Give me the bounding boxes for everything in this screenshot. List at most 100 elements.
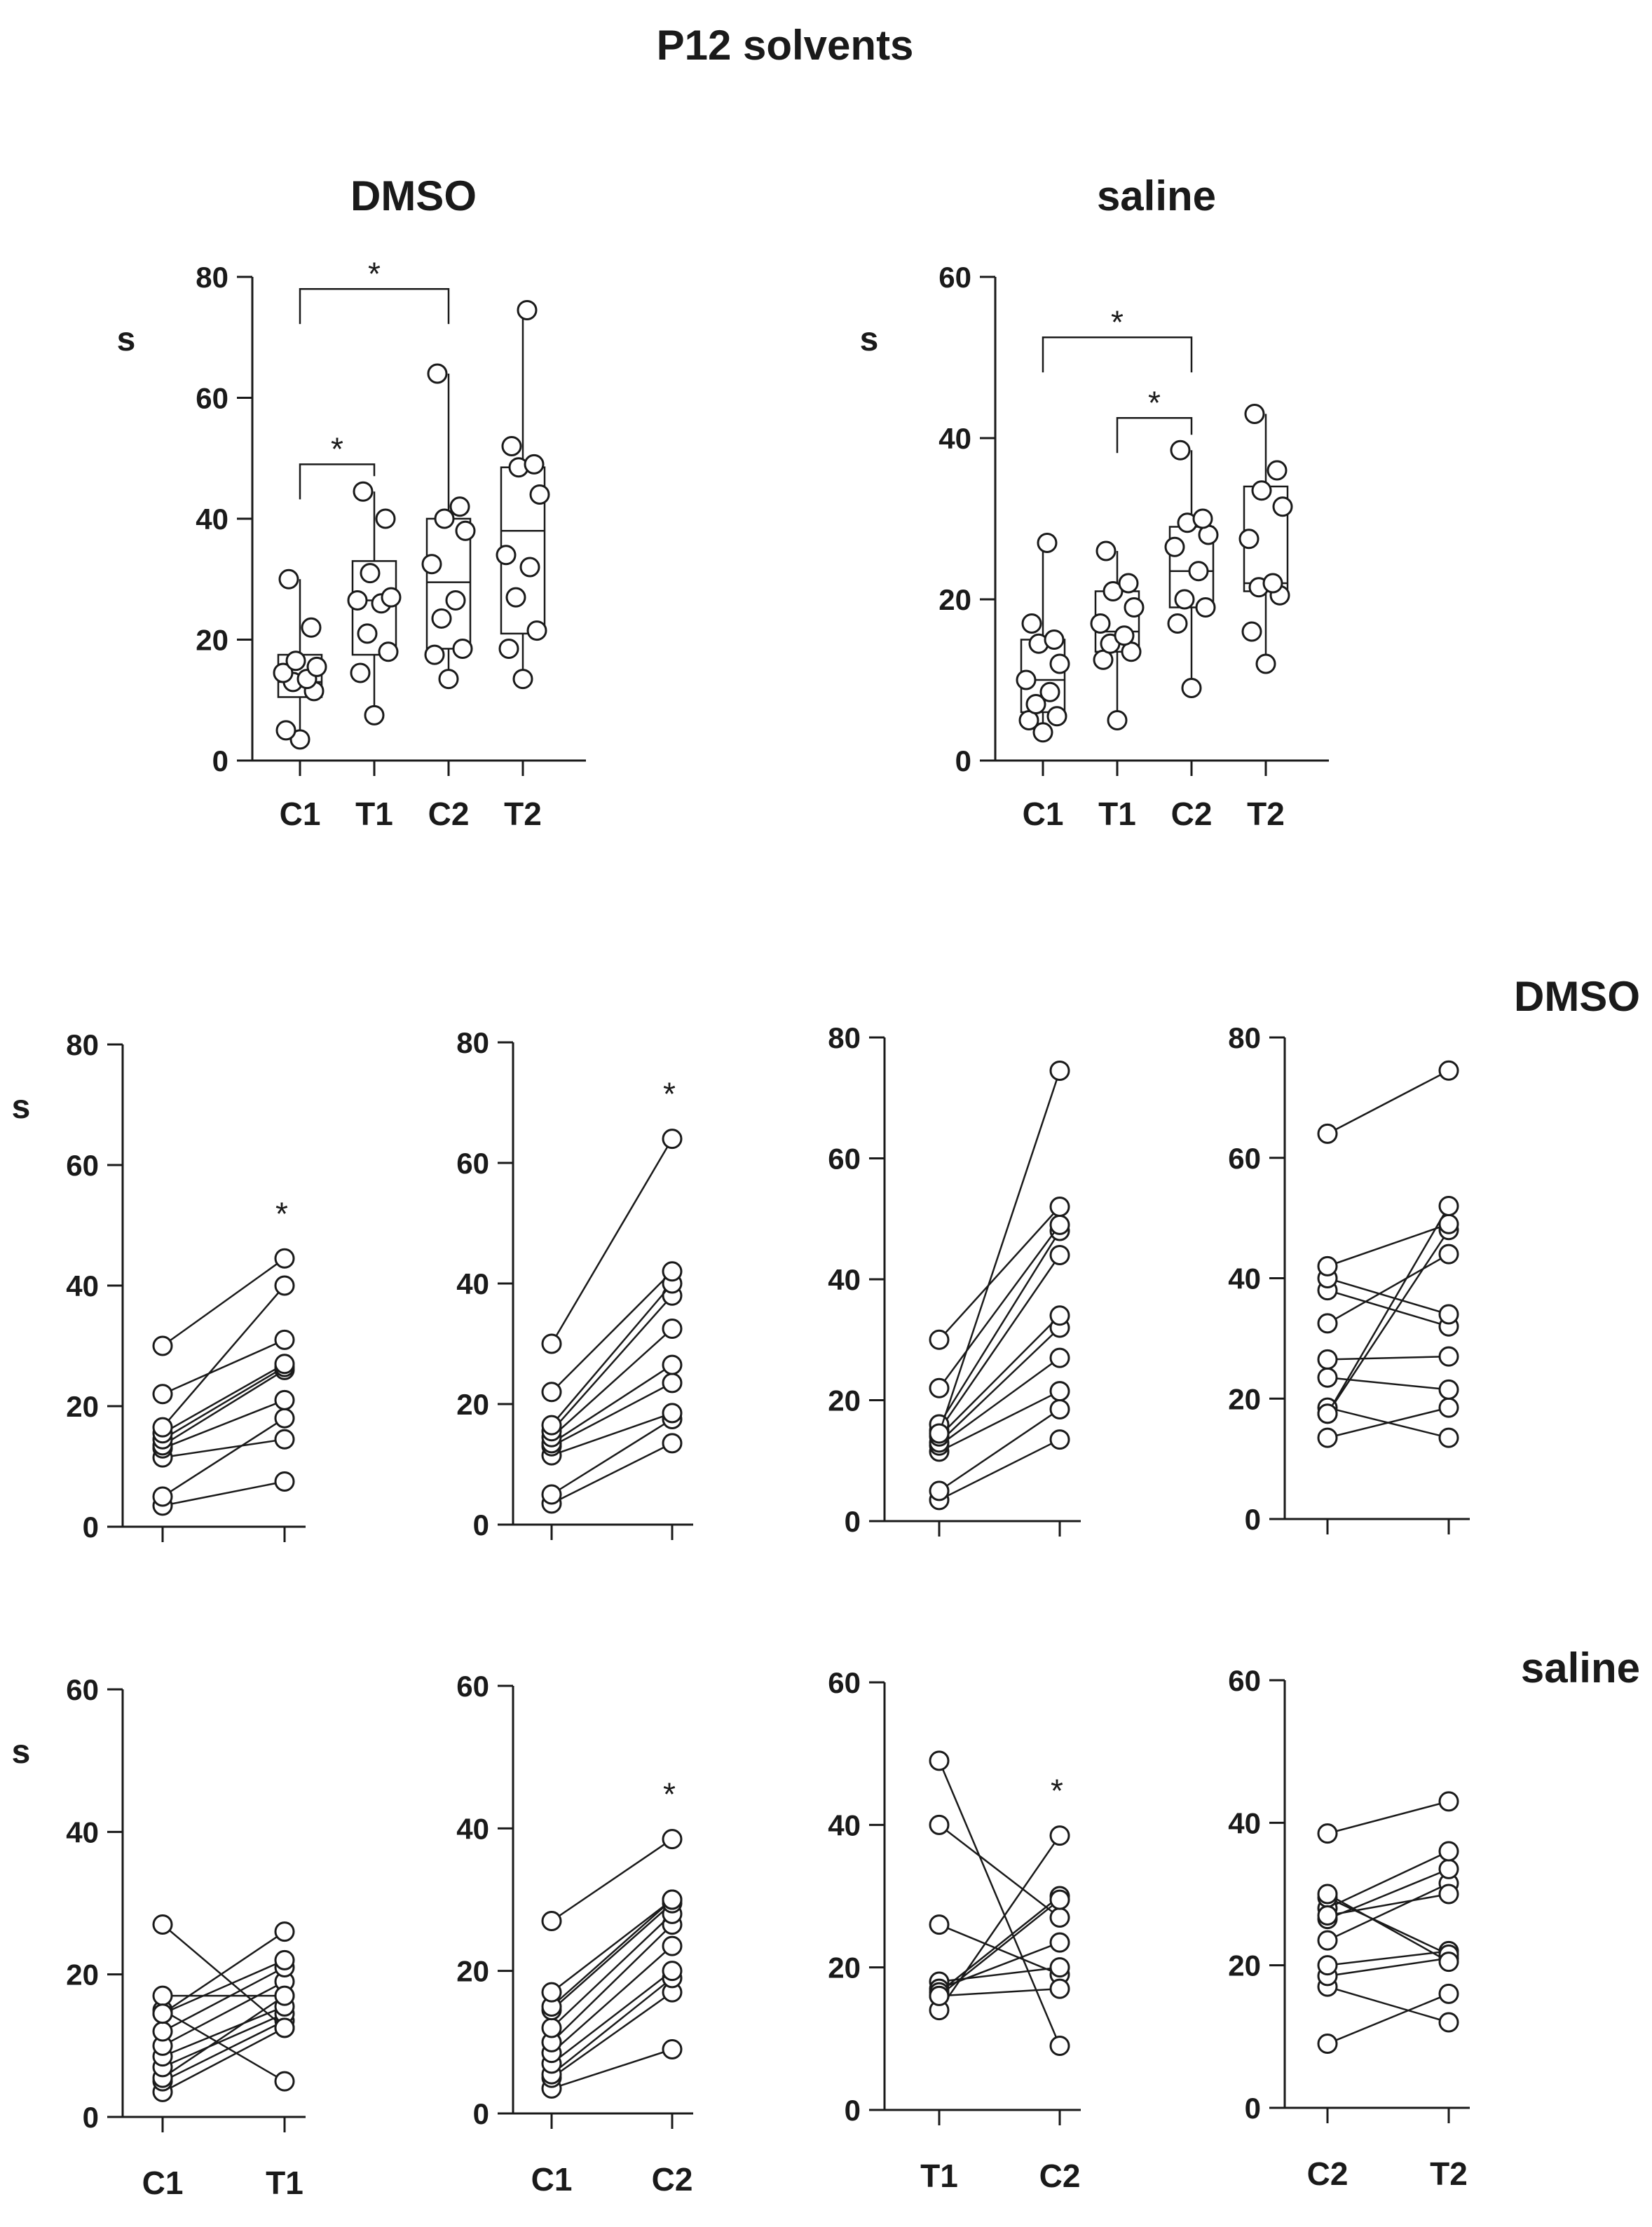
pair-line [1327, 1355, 1449, 1361]
y-tick-label: 60 [66, 1149, 99, 1182]
pair-line [551, 1283, 673, 1426]
data-point [496, 545, 517, 566]
subject-pair [1317, 1213, 1459, 1276]
pair-line [938, 1230, 1061, 1425]
data-point [541, 1911, 562, 1931]
subject-pair [541, 1968, 683, 2085]
subject-pair [1317, 1791, 1459, 1844]
data-point [1044, 629, 1065, 650]
subject-pair [541, 1889, 683, 2003]
data-point [306, 656, 327, 677]
subject-pair [1317, 1268, 1459, 1325]
data-point [274, 1354, 295, 1375]
panel-title: saline [1097, 172, 1216, 219]
data-point [929, 1750, 950, 1771]
pair-line [162, 1339, 285, 1395]
pair-line [938, 1966, 1060, 1983]
subject-pair [929, 1978, 1070, 2006]
data-point [929, 1985, 950, 2006]
subject-pair [929, 1814, 1070, 1928]
pair-line [162, 2009, 285, 2083]
data-point [929, 1329, 950, 1350]
pair-line [162, 1438, 285, 1459]
significance-bracket [1116, 417, 1193, 454]
chart-pair-dmso-t1-c2: 0 20 40 60 80 [828, 1021, 1081, 1538]
subject-pair [929, 1381, 1070, 1462]
subject-pair [541, 1433, 683, 1514]
y-tick-label: 0 [845, 2094, 861, 2127]
pair-line [162, 1966, 285, 2033]
data-point [350, 662, 371, 683]
data-point [1317, 1884, 1338, 1905]
pair-line [162, 1923, 285, 2029]
data-point [1438, 1346, 1459, 1367]
y-tick-label: 40 [938, 422, 971, 455]
data-point [285, 651, 306, 672]
subject-pair [541, 1273, 683, 1436]
subject-pair [152, 1275, 295, 1438]
pair-line [162, 1258, 285, 1347]
data-point [1317, 1367, 1338, 1388]
data-point [1181, 678, 1202, 698]
data-point [1255, 653, 1276, 674]
pair-line [551, 1970, 673, 2064]
data-point [1049, 1197, 1070, 1217]
data-point [1438, 1983, 1459, 2004]
data-point [662, 1935, 683, 1956]
data-point [152, 1384, 173, 1405]
pair-line [162, 1369, 285, 1446]
data-point [1124, 597, 1145, 618]
chart-pair-dmso-c2-t2: 0 20 40 60 80 [1228, 1021, 1470, 1536]
data-point [274, 2071, 295, 2092]
pair-line [162, 1980, 285, 2047]
y-tick-label: 20 [66, 1959, 99, 1991]
y-tick-label: 80 [456, 1026, 489, 1059]
y-tick-label: 20 [828, 1384, 861, 1417]
subject-pair [1317, 1983, 1459, 2054]
data-point [929, 1377, 950, 1398]
data-point [421, 554, 442, 575]
box-group-T2 [496, 299, 550, 690]
significance-star: * [663, 1076, 676, 1112]
data-point [274, 1429, 295, 1450]
y-tick-label: 0 [83, 1511, 99, 1544]
data-point [152, 1417, 173, 1438]
pair-line [162, 1930, 285, 2015]
data-point [1118, 573, 1139, 594]
pair-line [1327, 1277, 1449, 1316]
pair-line [1327, 1850, 1449, 1909]
data-point [1049, 1347, 1070, 1368]
pair-line [1327, 1406, 1449, 1439]
pair-line [551, 1945, 673, 2054]
subject-pair [1317, 1976, 1459, 2033]
data-point [152, 2003, 173, 2024]
box-group-T1 [1090, 540, 1145, 730]
pair-line [1326, 1230, 1450, 1415]
pair-line [938, 1438, 1060, 1501]
data-point [1317, 1955, 1338, 1976]
box-group-C2 [421, 363, 476, 690]
x-tick-label: C1 [531, 2161, 573, 2198]
data-point [1438, 1858, 1459, 1879]
y-tick-label: 20 [66, 1390, 99, 1423]
pair-line [1327, 1882, 1449, 1942]
data-point [1049, 1429, 1070, 1450]
data-point [1049, 1060, 1070, 1081]
x-tick-label: T2 [1430, 2156, 1468, 2192]
significance-star: * [663, 1776, 676, 1813]
pair-line [551, 2048, 673, 2090]
data-point [662, 1373, 683, 1394]
data-point [1046, 706, 1067, 727]
data-point [662, 1129, 683, 1150]
data-point [152, 1914, 173, 1935]
row-label-saline: saline [1521, 1644, 1640, 1691]
data-point [662, 1961, 683, 1982]
pair-line [1327, 1985, 1449, 2024]
y-axis-label: s [117, 321, 136, 358]
subject-pair [152, 1471, 295, 1516]
subject-pair [929, 1214, 1070, 1398]
pair-line [162, 2013, 285, 2068]
subject-pair [1317, 1884, 1459, 1973]
data-point [427, 363, 448, 384]
